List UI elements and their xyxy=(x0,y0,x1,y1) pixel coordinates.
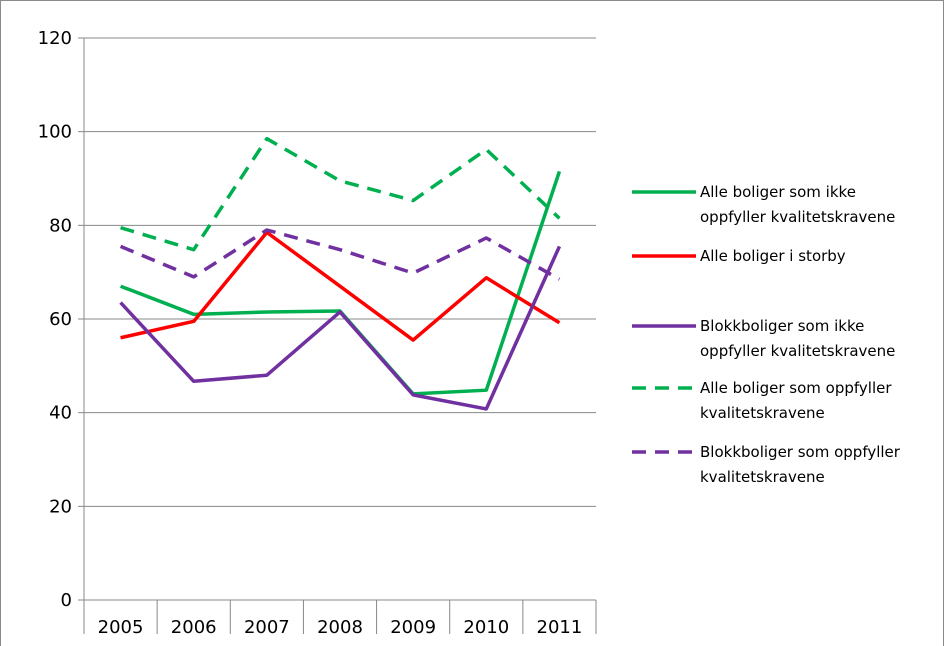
legend-label: Alle boliger som oppfyller xyxy=(700,379,892,397)
series-line-3 xyxy=(121,246,560,409)
x-tick-label: 2007 xyxy=(244,617,290,638)
x-tick-label: 2005 xyxy=(98,617,144,638)
legend-label: kvalitetskravene xyxy=(700,468,825,486)
y-tick-label: 40 xyxy=(49,403,72,424)
x-tick-label: 2006 xyxy=(171,617,217,638)
legend-entry-1: Alle boliger som ikke oppfyller kvalitets… xyxy=(632,183,895,226)
legend-label: kvalitetskravene xyxy=(700,404,825,422)
legend: Alle boliger som ikke oppfyller kvalitets… xyxy=(632,183,901,486)
y-tick-label: 80 xyxy=(49,215,72,236)
legend-label: Alle boliger som ikke xyxy=(700,183,856,201)
y-tick-label: 100 xyxy=(38,122,72,143)
series-line-5 xyxy=(121,230,560,279)
y-tick-label: 60 xyxy=(49,309,72,330)
series-line-4 xyxy=(121,139,560,250)
legend-entry-4: Alle boliger som oppfyller kvalitetskrave… xyxy=(632,379,892,422)
y-tick-label: 120 xyxy=(38,28,72,49)
x-axis: 2005 2006 2007 2008 2009 2010 2011 xyxy=(84,600,596,638)
x-tick-label: 2011 xyxy=(537,617,583,638)
legend-label: Blokkboliger som oppfyller xyxy=(700,443,901,461)
legend-entry-3: Blokkboliger som ikke oppfyller kvalitets… xyxy=(632,317,895,360)
legend-label: Alle boliger i storby xyxy=(700,247,846,265)
x-tick-label: 2009 xyxy=(390,617,436,638)
x-tick-label: 2008 xyxy=(317,617,363,638)
legend-entry-2: Alle boliger i storby xyxy=(632,247,846,265)
y-axis: 0 20 40 60 80 100 120 xyxy=(38,28,84,611)
plot-area xyxy=(120,139,559,409)
legend-label: Blokkboliger som ikke xyxy=(700,317,864,335)
x-tick-label: 2010 xyxy=(463,617,509,638)
y-tick-label: 20 xyxy=(49,496,72,517)
legend-label: oppfyller kvalitetskravene xyxy=(700,342,895,360)
legend-label: oppfyller kvalitetskravene xyxy=(700,208,895,226)
gridlines xyxy=(84,38,596,600)
y-tick-label: 0 xyxy=(61,590,72,611)
legend-entry-5: Blokkboliger som oppfyller kvalitetskrave… xyxy=(632,443,901,486)
